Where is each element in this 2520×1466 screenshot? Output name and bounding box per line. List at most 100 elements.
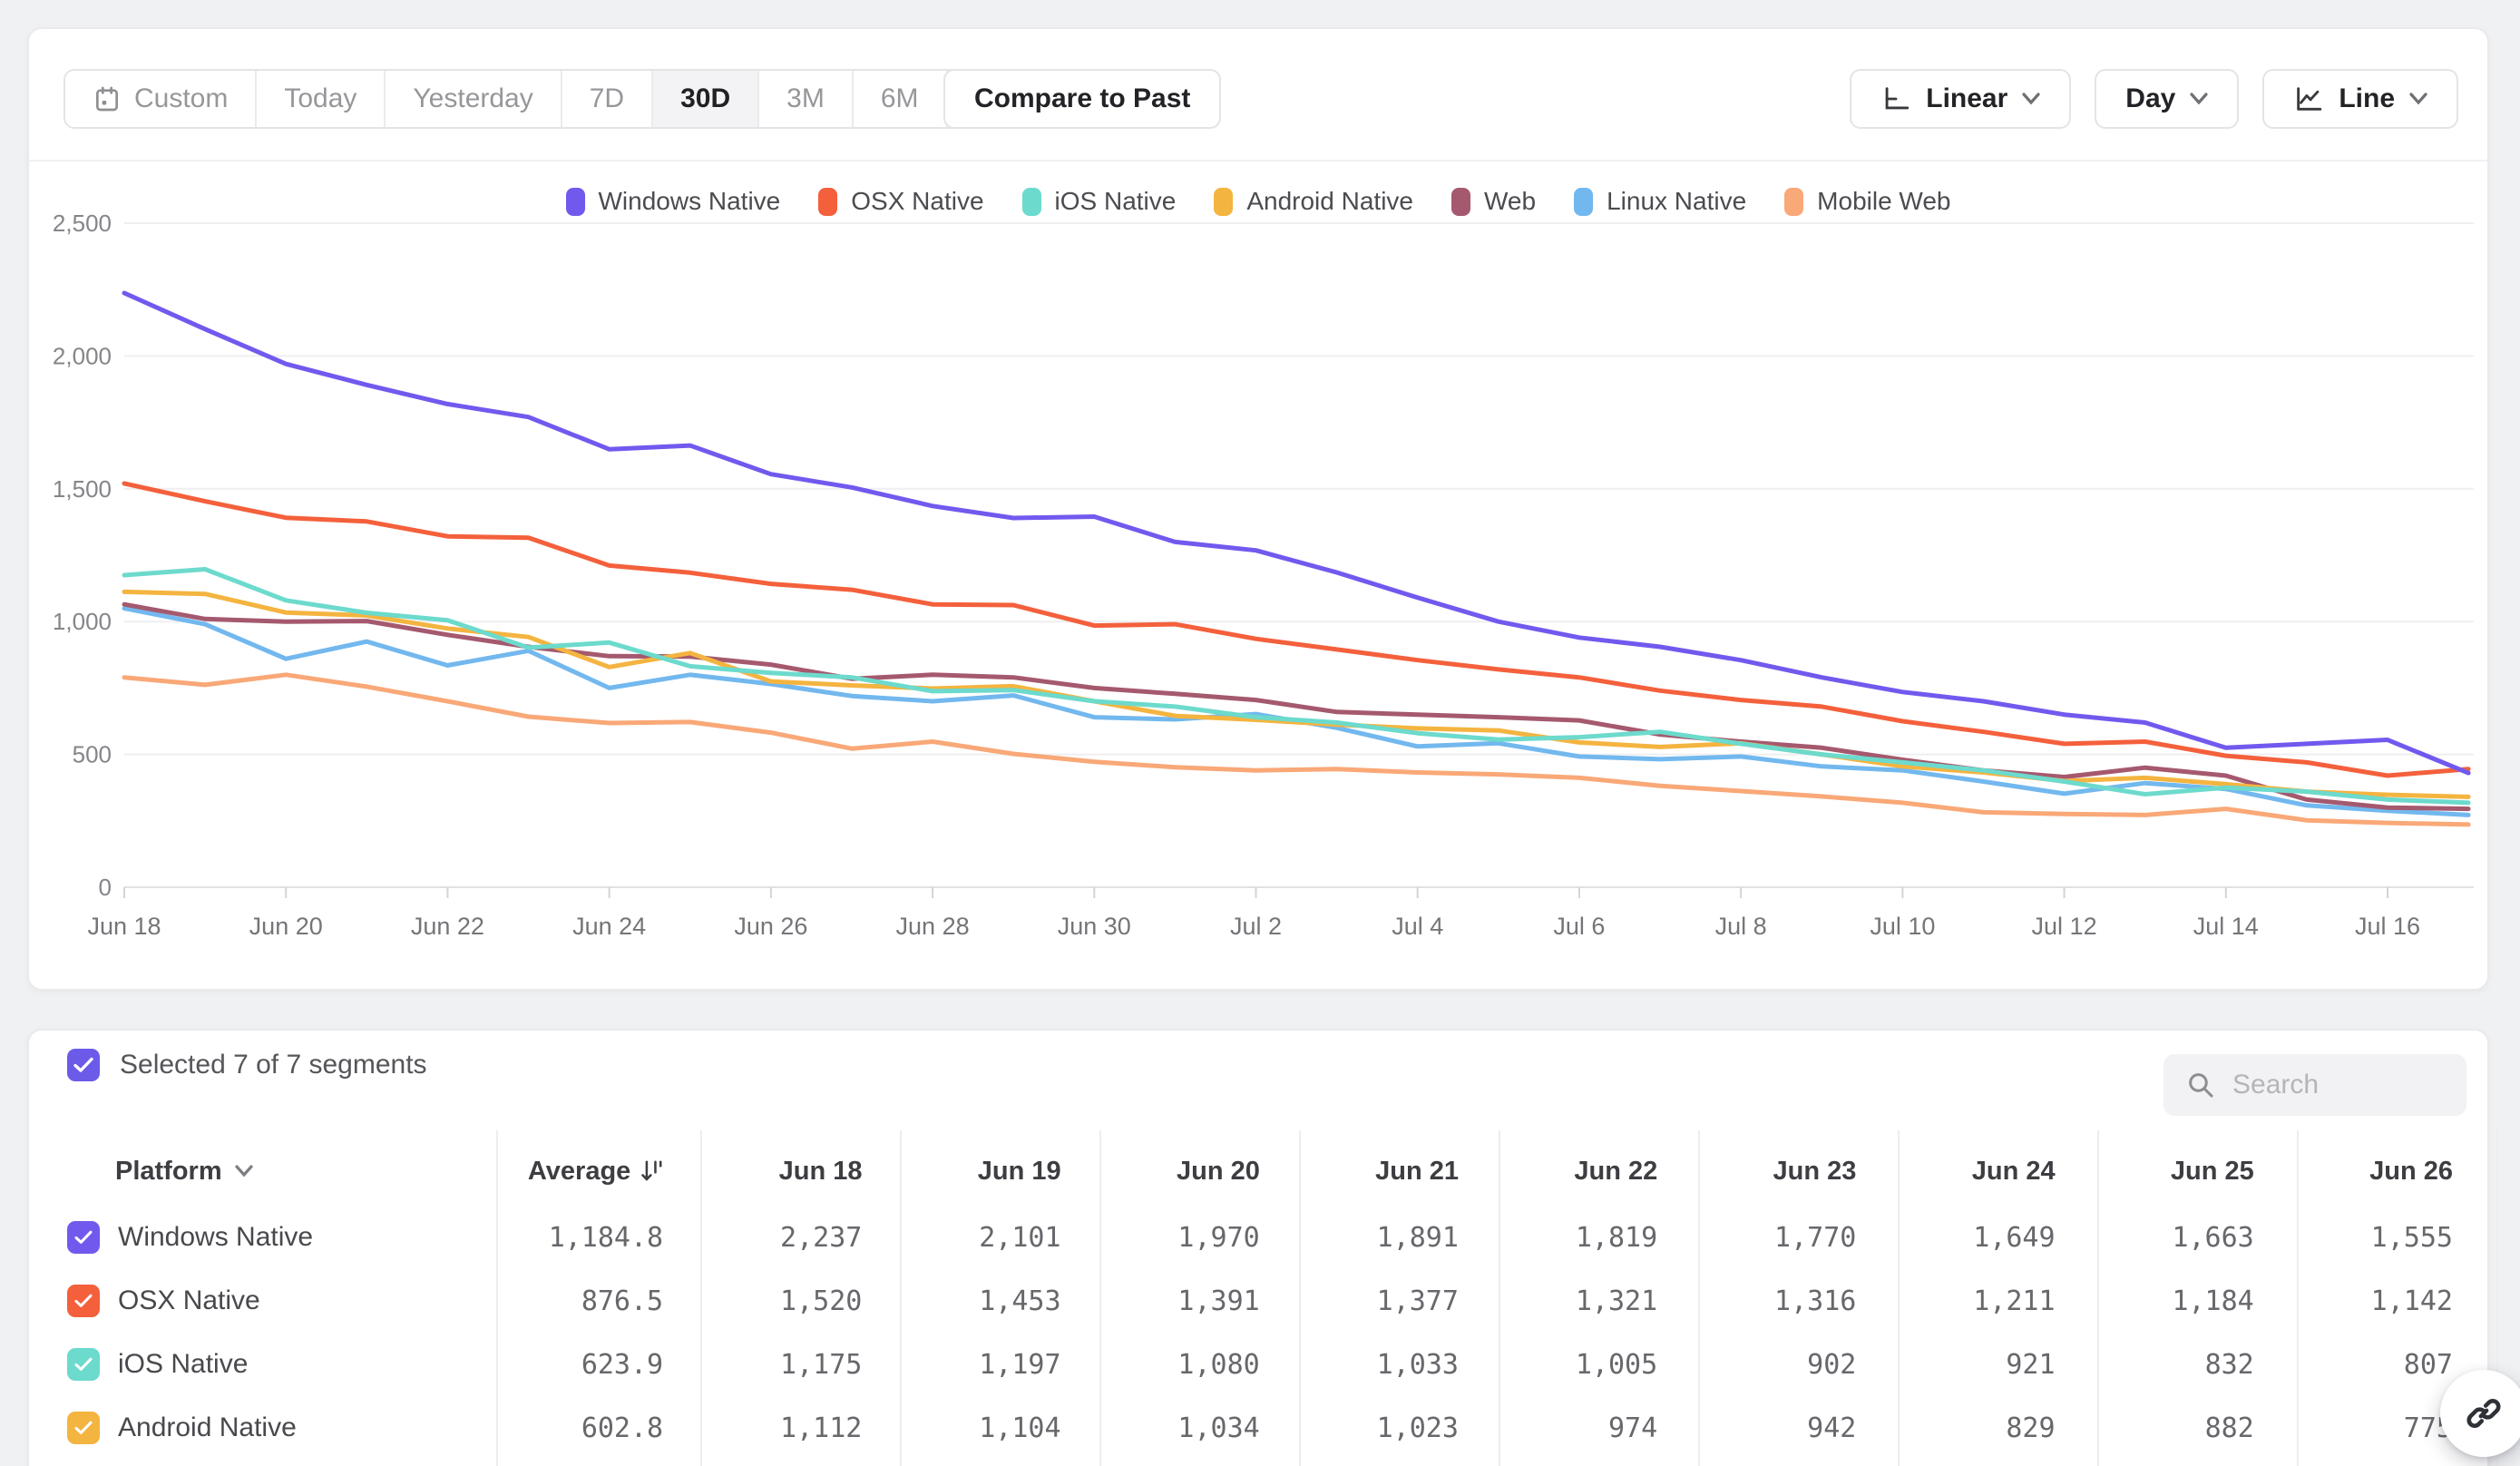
column-divider [1698, 1130, 1700, 1466]
day-value: 942 [1807, 1412, 1857, 1444]
legend-item-android-native[interactable]: Android Native [1214, 187, 1413, 216]
column-divider [700, 1130, 702, 1466]
column-header-label: Jun 23 [1773, 1156, 1857, 1186]
column-header-jun-19[interactable]: Jun 19 [896, 1157, 1095, 1187]
date-range-label: Custom [134, 83, 229, 113]
date-range-6m[interactable]: 6M [853, 71, 948, 127]
legend-item-web[interactable]: Web [1451, 187, 1536, 216]
compare-to-past-button[interactable]: Compare to Past [943, 69, 1222, 129]
column-divider [1099, 1130, 1101, 1466]
sort-descending-icon [641, 1160, 662, 1181]
check-icon [74, 1294, 93, 1307]
column-divider [496, 1130, 498, 1466]
date-range-7d[interactable]: 7D [562, 71, 654, 127]
segments-table-card: Selected 7 of 7 segments Search Platform… [27, 1029, 2498, 1466]
legend-label: Windows Native [598, 187, 781, 215]
column-divider [1299, 1130, 1301, 1466]
column-header-jun-22[interactable]: Jun 22 [1493, 1157, 1692, 1187]
column-header-jun-21[interactable]: Jun 21 [1294, 1157, 1493, 1187]
search-icon [2189, 1073, 2213, 1098]
legend-item-ios-native[interactable]: iOS Native [1021, 187, 1177, 216]
column-header-jun-23[interactable]: Jun 23 [1692, 1157, 1890, 1187]
select-all-checkbox[interactable] [67, 1049, 100, 1081]
date-range-label: Yesterday [413, 83, 533, 113]
day-value: 832 [2204, 1348, 2254, 1381]
day-value: 1,184 [2172, 1285, 2254, 1317]
legend-item-linux-native[interactable]: Linux Native [1574, 187, 1746, 216]
platform-column-header[interactable]: Platform [29, 1157, 494, 1187]
x-axis-label: Jul 8 [1715, 913, 1767, 940]
chevron-down-icon [2190, 93, 2208, 105]
platform-label: OSX Native [118, 1285, 260, 1315]
series-line-osx-native[interactable] [122, 481, 2471, 778]
line-chart[interactable]: 0 500 1,000 1,500 2,000 2,500 Jun 18 Jun 20 Jun … [29, 165, 2491, 991]
day-value: 1,391 [1177, 1285, 1260, 1317]
day-value: 902 [1807, 1348, 1857, 1381]
series-line-mobile-web[interactable] [122, 672, 2471, 827]
search-input[interactable]: Search [2163, 1054, 2466, 1116]
legend-swatch [1574, 187, 1594, 216]
interval-select-label: Day [2125, 83, 2176, 113]
day-value: 807 [2403, 1348, 2453, 1381]
series-line-android-native[interactable] [122, 589, 2471, 799]
date-range-3m[interactable]: 3M [759, 71, 854, 127]
column-divider [1898, 1130, 1900, 1466]
column-header-jun-25[interactable]: Jun 25 [2090, 1157, 2289, 1187]
legend-label: iOS Native [1054, 187, 1177, 215]
day-value: 1,080 [1177, 1348, 1260, 1381]
scale-select[interactable]: Linear [1850, 69, 2072, 129]
compare-to-past-label: Compare to Past [974, 83, 1191, 113]
x-axis-label: Jul 4 [1392, 913, 1443, 940]
average-column-header[interactable]: Average [494, 1157, 698, 1187]
row-checkbox[interactable] [67, 1221, 100, 1254]
x-axis-label: Jul 6 [1553, 913, 1605, 940]
date-range-custom[interactable]: Custom [65, 71, 258, 127]
column-header-jun-26[interactable]: Jun 26 [2289, 1157, 2487, 1187]
legend-swatch [1451, 187, 1470, 216]
date-range-today[interactable]: Today [257, 71, 386, 127]
legend-label: Mobile Web [1817, 187, 1951, 215]
average-value: 602.8 [581, 1412, 664, 1444]
platform-cell: OSX Native [29, 1285, 494, 1317]
day-value: 829 [2006, 1412, 2056, 1444]
column-header-label: Average [527, 1156, 631, 1186]
date-range-segmented-control: CustomTodayYesterday7D30D3M6M12M [63, 69, 1057, 129]
date-range-30d[interactable]: 30D [653, 71, 760, 127]
column-divider [1499, 1130, 1500, 1466]
table-header-row: Platform Average Jun 18 Jun 19 Jun 20 Jun 21… [29, 1138, 2487, 1205]
column-header-jun-24[interactable]: Jun 24 [1890, 1157, 2089, 1187]
chart-legend: Windows Native OSX Native iOS Native Androi… [29, 187, 2487, 216]
legend-item-mobile-web[interactable]: Mobile Web [1784, 187, 1951, 216]
column-header-jun-20[interactable]: Jun 20 [1096, 1157, 1294, 1187]
legend-item-windows-native[interactable]: Windows Native [565, 187, 781, 216]
day-value: 1,175 [780, 1348, 863, 1381]
day-value: 2,237 [780, 1221, 863, 1254]
series-line-ios-native[interactable] [122, 567, 2471, 806]
interval-select[interactable]: Day [2095, 69, 2240, 129]
column-header-label: Jun 24 [1971, 1156, 2056, 1186]
series-line-windows-native[interactable] [122, 290, 2471, 776]
average-value: 876.5 [581, 1285, 664, 1317]
row-checkbox[interactable] [67, 1412, 100, 1444]
platform-label: Windows Native [118, 1222, 314, 1252]
day-value: 1,316 [1774, 1285, 1857, 1317]
row-checkbox[interactable] [67, 1285, 100, 1317]
day-value: 1,377 [1376, 1285, 1459, 1317]
share-link-button[interactable] [2440, 1370, 2520, 1457]
y-axis-label: 1,500 [53, 475, 112, 503]
x-axis-label: Jun 20 [249, 913, 323, 940]
y-axis-label: 0 [99, 874, 112, 901]
average-value: 623.9 [581, 1348, 664, 1381]
chart-type-select[interactable]: Line [2262, 69, 2458, 129]
legend-item-osx-native[interactable]: OSX Native [818, 187, 984, 216]
line-chart-icon [2297, 87, 2322, 111]
date-range-yesterday[interactable]: Yesterday [386, 71, 562, 127]
row-checkbox[interactable] [67, 1348, 100, 1381]
day-value: 1,104 [979, 1412, 1061, 1444]
legend-swatch [1784, 187, 1804, 216]
y-axis-label: 2,500 [53, 210, 112, 237]
chart-card: CustomTodayYesterday7D30D3M6M12M Compare… [27, 27, 2489, 991]
legend-label: Android Native [1246, 187, 1413, 215]
column-header-jun-18[interactable]: Jun 18 [698, 1157, 896, 1187]
x-axis-label: Jun 24 [572, 913, 646, 940]
